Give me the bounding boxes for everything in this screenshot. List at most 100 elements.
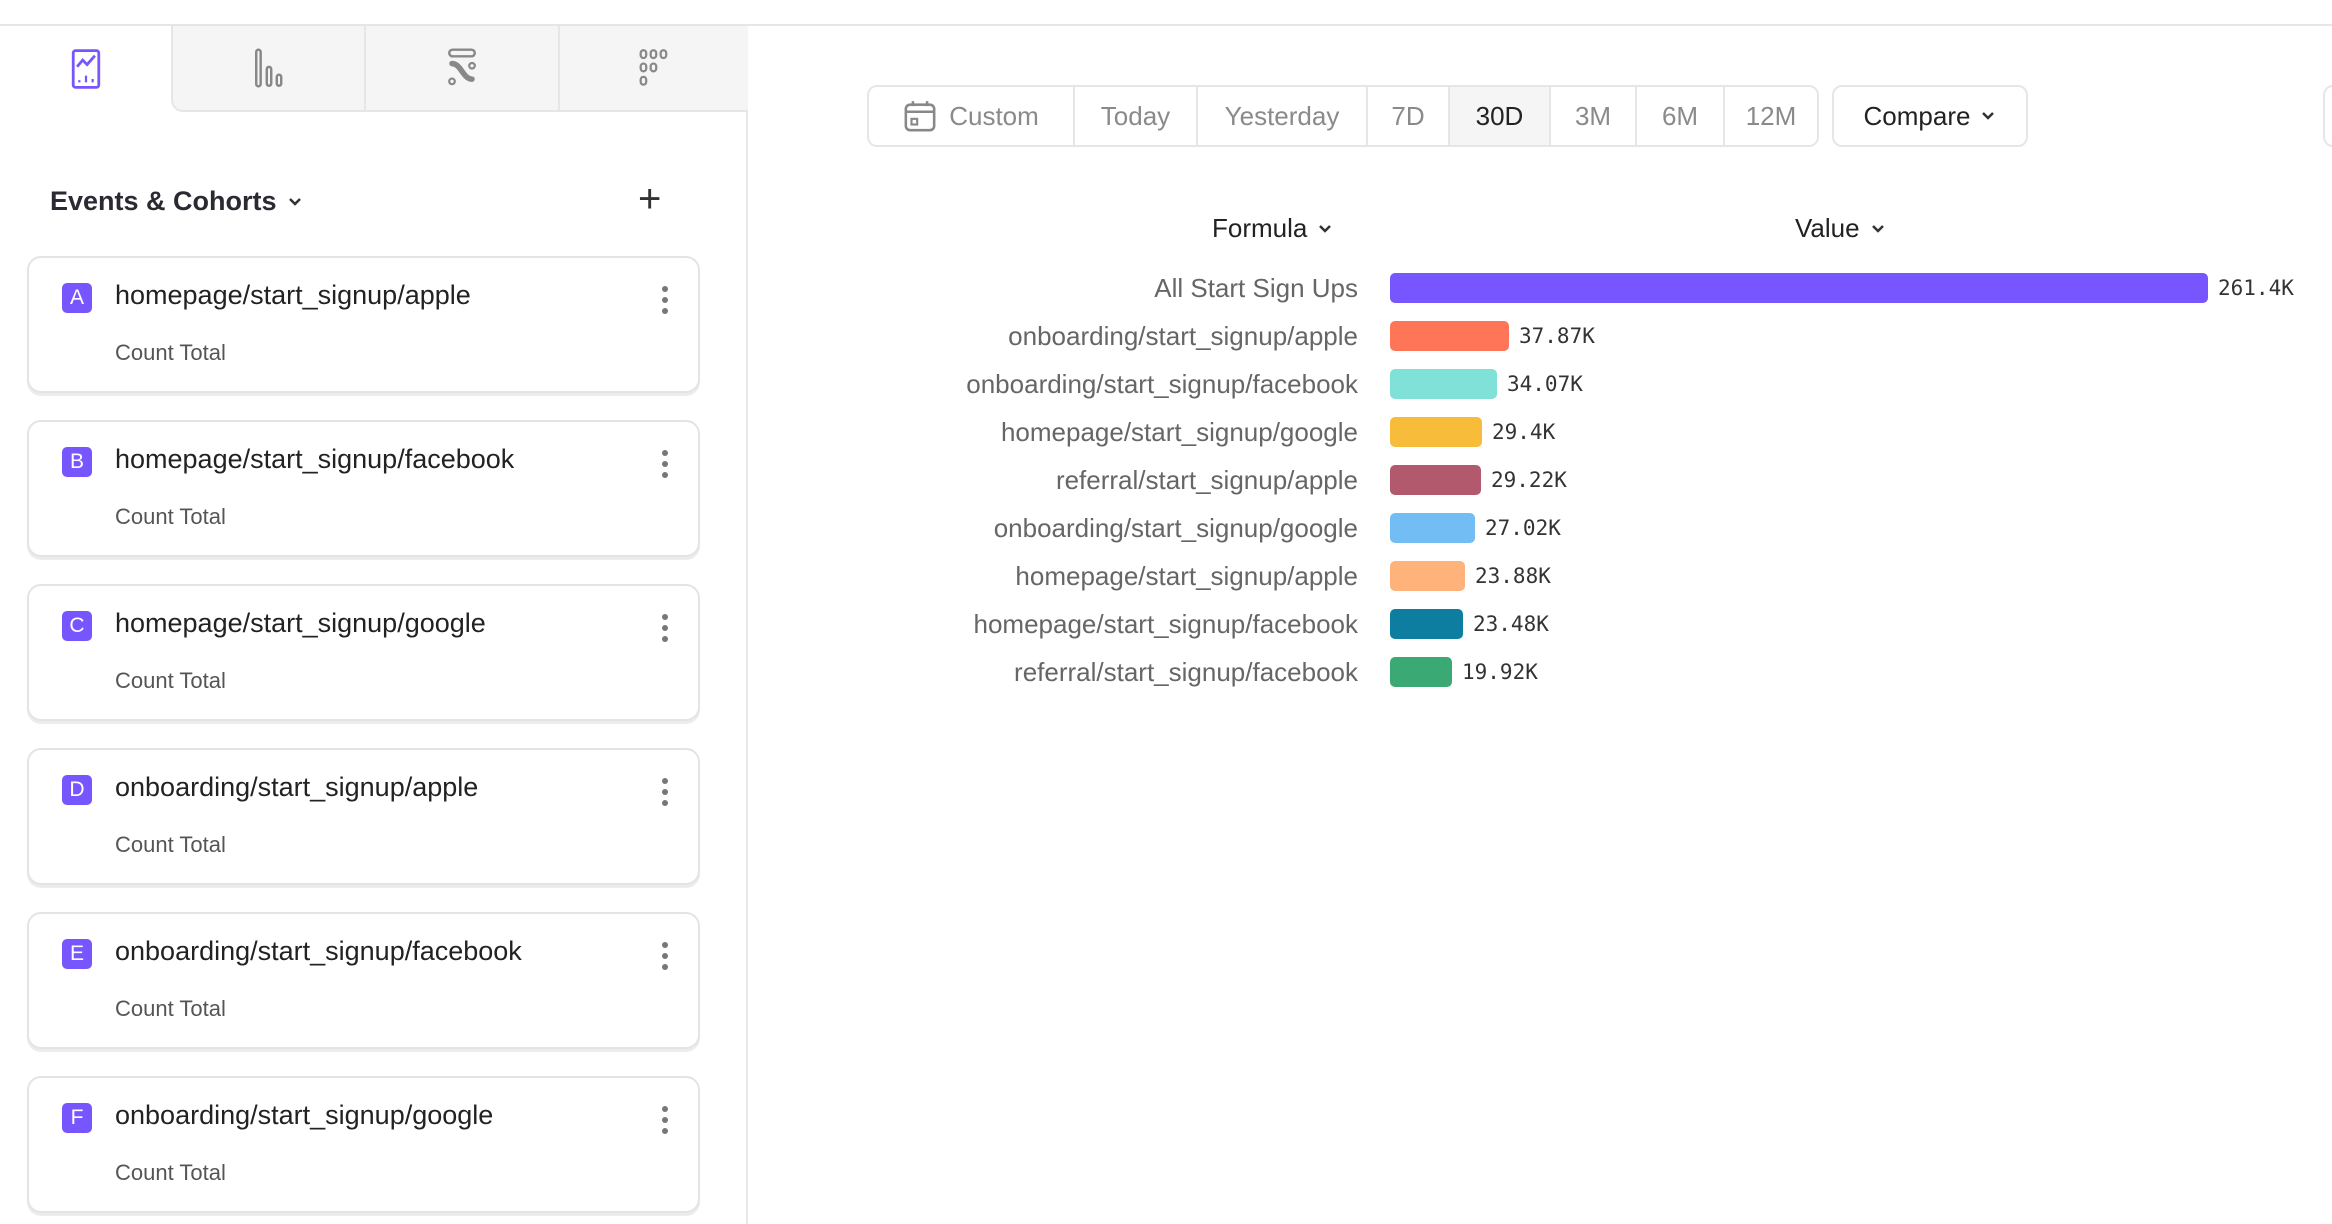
event-card[interactable]: E onboarding/start_signup/facebook Count… (27, 912, 700, 1049)
value-header-label: Value (1795, 213, 1860, 243)
bar[interactable] (1390, 561, 1465, 591)
chart-row: homepage/start_signup/facebook 23.48K (0, 607, 2332, 641)
chevron-down-icon (288, 197, 301, 206)
insights-chart-icon (71, 49, 100, 89)
event-metric[interactable]: Count Total (115, 1160, 226, 1185)
event-card[interactable]: C homepage/start_signup/google Count Tot… (27, 584, 700, 721)
event-metric[interactable]: Count Total (115, 668, 226, 693)
value-label: 37.87K (1519, 324, 1595, 348)
event-card[interactable]: D onboarding/start_signup/apple Count To… (27, 748, 700, 885)
compare-button[interactable]: Compare (1832, 85, 2028, 147)
value-label: 19.92K (1462, 660, 1538, 684)
range-label: Today (1100, 100, 1171, 131)
top-divider (0, 24, 2332, 26)
event-name[interactable]: homepage/start_signup/google (115, 608, 486, 638)
range-label: 6M (1661, 100, 1699, 131)
more-options-icon[interactable] (662, 942, 668, 970)
event-metric[interactable]: Count Total (115, 832, 226, 857)
event-letter-badge: D (62, 775, 92, 805)
event-name[interactable]: onboarding/start_signup/google (115, 1100, 494, 1130)
event-letter-badge: E (62, 939, 92, 969)
value-label: 23.88K (1475, 564, 1551, 588)
bar[interactable] (1390, 513, 1475, 543)
value-label: 23.48K (1473, 612, 1549, 636)
category-label: referral/start_signup/facebook (1014, 657, 1358, 687)
query-builder-panel: Events & Cohorts + A homepage/start_sign… (0, 26, 748, 1224)
bar[interactable] (1390, 273, 2208, 303)
event-name[interactable]: onboarding/start_signup/apple (115, 772, 479, 802)
value-label: 34.07K (1507, 372, 1583, 396)
more-options-icon[interactable] (662, 450, 668, 478)
range-30d[interactable]: 30D (1448, 87, 1549, 145)
bar[interactable] (1390, 657, 1452, 687)
more-options-icon[interactable] (662, 614, 668, 642)
event-card[interactable]: A homepage/start_signup/apple Count Tota… (27, 256, 700, 393)
category-label: onboarding/start_signup/apple (1008, 321, 1358, 351)
event-letter-badge: F (62, 1103, 92, 1133)
event-letter-badge: A (62, 283, 92, 313)
bar[interactable] (1390, 369, 1497, 399)
event-metric[interactable]: Count Total (115, 996, 226, 1021)
value-label: 261.4K (2218, 276, 2294, 300)
events-cohorts-dropdown[interactable]: Events & Cohorts (50, 186, 303, 217)
flows-icon (448, 48, 476, 86)
event-card[interactable]: B homepage/start_signup/facebook Count T… (27, 420, 700, 557)
category-label: onboarding/start_signup/facebook (966, 369, 1358, 399)
event-name[interactable]: homepage/start_signup/apple (115, 280, 471, 310)
category-label: referral/start_signup/apple (1055, 465, 1358, 495)
section-title: Events & Cohorts (50, 186, 277, 216)
chart-row: onboarding/start_signup/google 27.02K (0, 511, 2332, 545)
range-label: Yesterday (1224, 100, 1340, 131)
range-today[interactable]: Today (1073, 87, 1196, 145)
range-12m[interactable]: 12M (1723, 87, 1817, 145)
range-label: 30D (1475, 100, 1524, 131)
compare-label: Compare (1863, 100, 1971, 131)
bar[interactable] (1390, 417, 1482, 447)
category-label: homepage/start_signup/google (1000, 417, 1358, 447)
add-event-button[interactable]: + (638, 177, 662, 221)
event-metric[interactable]: Count Total (115, 504, 226, 529)
value-label: 27.02K (1485, 516, 1561, 540)
date-range-selector: Custom Today Yesterday 7D 30D 3M 6M 12M (867, 85, 1819, 147)
funnel-bars-icon (254, 48, 282, 88)
chevron-down-icon (1871, 224, 1884, 233)
value-label: 29.22K (1491, 468, 1567, 492)
range-label: 7D (1391, 100, 1425, 131)
category-label: homepage/start_signup/apple (1015, 561, 1358, 591)
tab-retention[interactable] (558, 26, 748, 112)
more-options-icon[interactable] (662, 1106, 668, 1134)
event-letter-badge: C (62, 611, 92, 641)
range-6m[interactable]: 6M (1635, 87, 1723, 145)
tab-insights[interactable] (0, 26, 171, 112)
chart-row: homepage/start_signup/apple 23.88K (0, 559, 2332, 593)
category-label: onboarding/start_signup/google (993, 513, 1358, 543)
range-label: 12M (1745, 100, 1797, 131)
tab-funnels[interactable] (171, 26, 364, 112)
range-yesterday[interactable]: Yesterday (1196, 87, 1366, 145)
range-custom[interactable]: Custom (869, 87, 1073, 145)
report-type-tabs (0, 26, 748, 112)
more-options-icon[interactable] (662, 778, 668, 806)
chevron-down-icon (1319, 224, 1332, 233)
range-7d[interactable]: 7D (1366, 87, 1448, 145)
value-column-header[interactable]: Value (1795, 213, 1886, 244)
category-label: All Start Sign Ups (1154, 273, 1358, 303)
tab-flows[interactable] (364, 26, 558, 112)
chart-row: referral/start_signup/apple 29.22K (0, 463, 2332, 497)
bar[interactable] (1390, 465, 1481, 495)
event-name[interactable]: onboarding/start_signup/facebook (115, 936, 522, 966)
offscreen-button[interactable] (2323, 85, 2332, 147)
event-card[interactable]: F onboarding/start_signup/google Count T… (27, 1076, 700, 1213)
range-3m[interactable]: 3M (1549, 87, 1635, 145)
more-options-icon[interactable] (662, 286, 668, 314)
chart-row: All Start Sign Ups 261.4K (0, 271, 2332, 305)
chart-row: referral/start_signup/facebook 19.92K (0, 655, 2332, 689)
bar[interactable] (1390, 321, 1509, 351)
event-metric[interactable]: Count Total (115, 340, 226, 365)
event-letter-badge: B (62, 447, 92, 477)
chevron-down-icon (1982, 112, 1995, 120)
formula-column-header[interactable]: Formula (1212, 213, 1333, 244)
category-label: homepage/start_signup/facebook (973, 609, 1359, 639)
bar[interactable] (1390, 609, 1463, 639)
event-name[interactable]: homepage/start_signup/facebook (115, 444, 515, 474)
